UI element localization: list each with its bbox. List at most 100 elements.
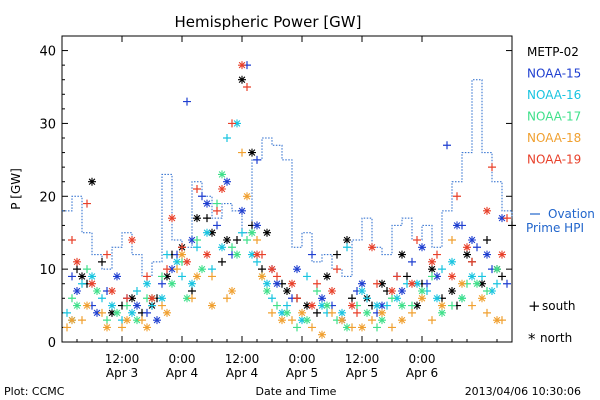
x-tick-date-label: Apr 3: [106, 366, 138, 380]
south-point: [123, 301, 131, 310]
north-point: [243, 192, 251, 201]
north-point: [298, 316, 306, 325]
x-tick-time-label: 12:00: [225, 352, 260, 366]
north-point: [498, 250, 506, 259]
north-point: [323, 301, 331, 310]
south-point: [188, 287, 196, 295]
south-point: [428, 272, 436, 281]
south-point: [68, 294, 76, 303]
south-point: [438, 265, 446, 274]
north-point: [178, 250, 186, 259]
north-point: [108, 301, 116, 310]
south-point: [313, 279, 321, 288]
north-point: [458, 294, 466, 303]
north-point: [158, 294, 166, 303]
south-point: [273, 272, 281, 281]
north-point: [398, 316, 406, 325]
north-point: [253, 250, 261, 259]
south-point: [158, 279, 166, 288]
north-point: [428, 257, 436, 266]
north-point: [73, 287, 81, 295]
south-point: [453, 192, 461, 201]
legend-symbols: + south * north: [528, 297, 576, 348]
south-point: [403, 272, 411, 281]
north-point: [218, 170, 226, 179]
north-point: [468, 272, 476, 281]
north-point: [318, 301, 326, 310]
ovation-hpi-series: [62, 79, 513, 277]
north-point: [408, 279, 416, 288]
north-point: [208, 228, 216, 237]
north-point: [163, 272, 171, 281]
south-point: [63, 308, 71, 317]
north-point: [343, 236, 351, 244]
south-point: [313, 308, 321, 317]
south-point: [498, 272, 506, 281]
north-point: [128, 294, 136, 303]
south-point: [208, 272, 216, 281]
south-point: [223, 294, 231, 303]
south-point: [408, 257, 416, 266]
y-tick-label: 40: [39, 45, 56, 60]
south-point: [408, 308, 416, 317]
x-tick-date-label: Apr 5: [286, 366, 318, 380]
x-axis-label: Date and Time: [256, 385, 337, 398]
north-point: [143, 279, 151, 288]
south-point: [388, 294, 396, 303]
north-point: [123, 316, 131, 325]
legend-item-noaa-18: NOAA-18: [527, 131, 581, 145]
south-point: [98, 308, 106, 317]
south-point: [178, 272, 186, 281]
south-point: [148, 301, 156, 310]
series-noaa-16: [63, 119, 501, 325]
north-point: [143, 323, 151, 332]
south-point: [73, 265, 81, 274]
south-point: [83, 265, 91, 274]
x-tick-date-label: Apr 6: [406, 366, 438, 380]
legend-item-noaa-17: NOAA-17: [527, 110, 581, 124]
satellite-points: [63, 61, 516, 339]
north-point: [413, 279, 421, 288]
legend: METP-02 NOAA-15 NOAA-16 NOAA-17 NOAA-18 NOAA-…: [526, 45, 595, 348]
series-metp-02: [73, 75, 516, 317]
north-point: [488, 287, 496, 295]
north-point: [278, 308, 286, 317]
south-point: [228, 243, 236, 252]
north-point: [328, 287, 336, 295]
north-point: [418, 294, 426, 303]
north-point: [148, 294, 156, 303]
south-point: [78, 316, 86, 325]
south-point: [208, 265, 216, 274]
north-point: [303, 301, 311, 310]
north-point: [218, 243, 226, 252]
south-point: [98, 294, 106, 303]
north-point: [358, 279, 366, 288]
x-tick-time-label: 12:00: [345, 352, 380, 366]
north-point: [338, 308, 346, 317]
south-point: [163, 250, 171, 259]
y-tick-label: 30: [39, 117, 56, 132]
south-point: [68, 272, 76, 281]
north-label: north: [540, 331, 572, 345]
south-symbol: +: [528, 297, 541, 315]
north-point: [448, 287, 456, 295]
south-point: [103, 250, 111, 259]
north-point: [478, 279, 486, 288]
north-point: [463, 243, 471, 252]
south-point: [118, 323, 126, 332]
x-tick-date-label: Apr 4: [166, 366, 198, 380]
south-point: [333, 265, 341, 274]
north-point: [108, 308, 116, 317]
north-point: [363, 308, 371, 317]
south-point: [213, 206, 221, 215]
south-point: [123, 294, 131, 303]
north-point: [398, 301, 406, 310]
y-tick-label: 10: [39, 263, 56, 278]
legend-item-metp-02: METP-02: [527, 45, 579, 59]
south-point: [83, 199, 91, 208]
north-point: [378, 308, 386, 317]
north-point: [133, 301, 141, 310]
north-point: [493, 316, 501, 325]
south-point: [143, 272, 151, 281]
north-point: [338, 316, 346, 325]
